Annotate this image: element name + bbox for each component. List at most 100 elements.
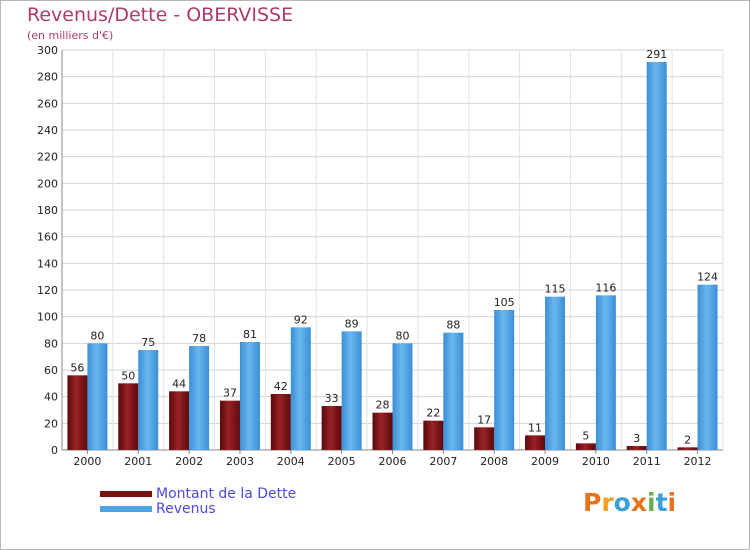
data-label-dette: 11 xyxy=(528,421,542,434)
data-label-revenus: 116 xyxy=(595,281,616,294)
data-label-revenus: 89 xyxy=(345,317,359,330)
x-tick-label: 2007 xyxy=(429,455,457,468)
y-tick-label: 80 xyxy=(44,337,58,350)
logo-letter: o xyxy=(613,488,631,517)
legend-label-dette: Montant de la Dette xyxy=(156,486,297,502)
data-label-dette: 42 xyxy=(274,380,288,393)
x-tick-label: 2004 xyxy=(277,455,305,468)
legend-swatch-dette xyxy=(100,491,152,497)
data-label-dette: 50 xyxy=(121,369,135,382)
logo-letter: r xyxy=(601,488,614,517)
legend-label-revenus: Revenus xyxy=(156,501,216,517)
y-tick-label: 100 xyxy=(37,311,58,324)
data-label-revenus: 92 xyxy=(294,313,308,326)
y-tick-label: 180 xyxy=(37,204,58,217)
bar-dette xyxy=(169,391,190,450)
bar-dette xyxy=(118,383,139,450)
data-label-revenus: 80 xyxy=(90,329,104,342)
y-tick-label: 60 xyxy=(44,364,58,377)
bar-dette xyxy=(372,412,393,450)
y-tick-label: 160 xyxy=(37,231,58,244)
x-tick-label: 2003 xyxy=(226,455,254,468)
logo-text: Proxiti xyxy=(583,488,676,517)
data-label-dette: 17 xyxy=(477,413,491,426)
bar-dette xyxy=(474,427,495,450)
proxiti-logo: Proxiti xyxy=(583,488,676,517)
data-label-dette: 3 xyxy=(633,432,640,445)
y-tick-label: 260 xyxy=(37,97,58,110)
bar-revenus xyxy=(443,332,464,450)
bar-dette xyxy=(677,447,698,450)
x-tick-label: 2012 xyxy=(684,455,712,468)
chart-subtitle: (en milliers d'€) xyxy=(27,29,114,42)
x-tick-label: 2000 xyxy=(73,455,101,468)
x-tick-label: 2005 xyxy=(328,455,356,468)
data-label-revenus: 81 xyxy=(243,328,257,341)
logo-letter: P xyxy=(583,488,602,517)
y-tick-label: 140 xyxy=(37,257,58,270)
bar-revenus xyxy=(87,343,108,450)
bar-dette xyxy=(626,446,647,450)
bar-dette xyxy=(219,400,240,450)
bar-revenus xyxy=(697,284,718,450)
x-tick-label: 2011 xyxy=(633,455,661,468)
bar-revenus xyxy=(290,327,311,450)
bar-layer xyxy=(67,62,718,450)
data-label-dette: 56 xyxy=(70,361,84,374)
data-label-revenus: 291 xyxy=(646,48,667,61)
bar-revenus xyxy=(595,295,616,450)
data-label-revenus: 105 xyxy=(494,296,515,309)
data-label-dette: 2 xyxy=(684,433,691,446)
logo-letter: x xyxy=(630,488,647,517)
bar-dette xyxy=(270,394,291,450)
data-label-dette: 44 xyxy=(172,377,186,390)
data-label-revenus: 78 xyxy=(192,332,206,345)
legend-swatch-revenus xyxy=(100,506,152,512)
y-tick-label: 240 xyxy=(37,124,58,137)
bar-revenus xyxy=(646,62,667,450)
bar-revenus xyxy=(239,342,260,450)
logo-letter: t xyxy=(655,488,668,517)
bar-dette xyxy=(67,375,88,450)
data-label-dette: 22 xyxy=(426,407,440,420)
bar-dette xyxy=(423,420,444,450)
data-label-revenus: 115 xyxy=(545,283,566,296)
chart-title: Revenus/Dette - OBERVISSE xyxy=(27,4,294,26)
x-tick-label: 2008 xyxy=(480,455,508,468)
legend-item-dette: Montant de la Dette xyxy=(100,487,296,502)
y-tick-label: 40 xyxy=(44,391,58,404)
y-tick-label: 300 xyxy=(37,44,58,57)
data-label-revenus: 88 xyxy=(446,319,460,332)
x-tick-label: 2009 xyxy=(531,455,559,468)
data-label-dette: 28 xyxy=(376,399,390,412)
logo-letter: i xyxy=(667,488,677,517)
y-tick-label: 200 xyxy=(37,177,58,190)
data-label-revenus: 75 xyxy=(141,336,155,349)
data-label-dette: 5 xyxy=(582,429,589,442)
y-tick-label: 280 xyxy=(37,71,58,84)
legend: Montant de la Dette Revenus xyxy=(100,487,296,517)
y-tick-label: 20 xyxy=(44,417,58,430)
x-tick-label: 2006 xyxy=(379,455,407,468)
data-label-revenus: 124 xyxy=(697,271,718,284)
logo-letter: i xyxy=(647,488,656,517)
bar-revenus xyxy=(392,343,413,450)
bar-dette xyxy=(575,443,596,450)
y-tick-label: 120 xyxy=(37,284,58,297)
x-tick-label: 2002 xyxy=(175,455,203,468)
y-tick-label: 0 xyxy=(51,444,58,457)
label-layer: 0204060801001201401601802002202402602803… xyxy=(37,44,718,468)
bar-revenus xyxy=(189,346,210,450)
bar-revenus xyxy=(545,296,566,450)
data-label-dette: 33 xyxy=(325,392,339,405)
y-tick-label: 220 xyxy=(37,151,58,164)
x-tick-label: 2001 xyxy=(124,455,152,468)
bar-revenus xyxy=(138,350,159,450)
bar-revenus xyxy=(341,331,362,450)
bar-dette xyxy=(321,406,342,450)
legend-item-revenus: Revenus xyxy=(100,502,296,517)
bar-dette xyxy=(525,435,546,450)
x-tick-label: 2010 xyxy=(582,455,610,468)
